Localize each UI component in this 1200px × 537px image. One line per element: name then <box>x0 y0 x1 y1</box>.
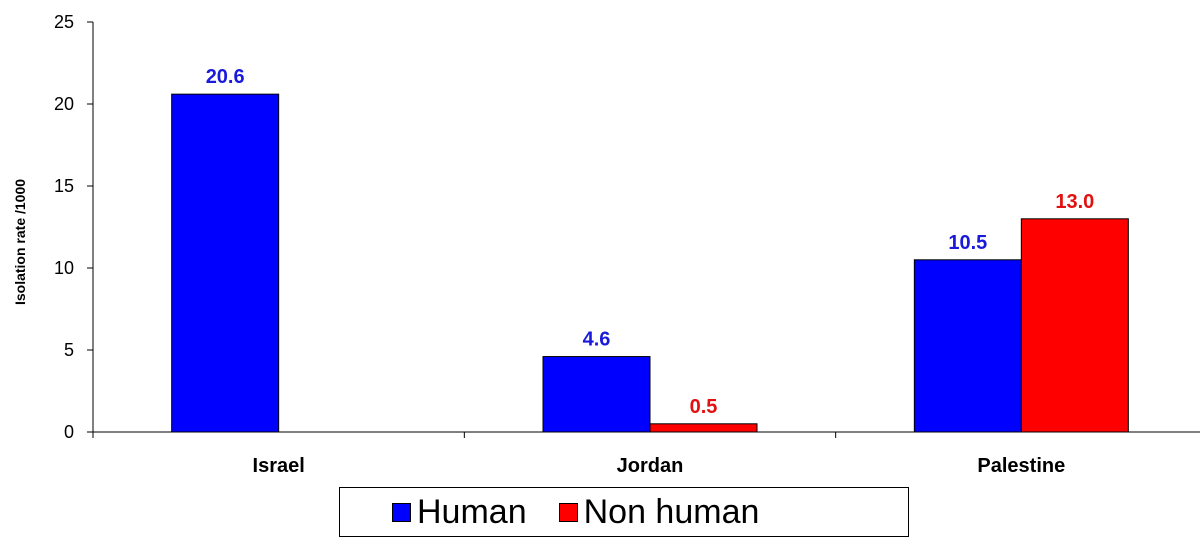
data-labels: 20.6 4.6 0.5 10.5 13.0 <box>206 66 1095 418</box>
data-label: 0.5 <box>690 396 718 418</box>
legend-item-non-human: Non human <box>558 493 760 531</box>
y-tick-label: 5 <box>64 340 74 360</box>
bar-human-israel <box>171 93 280 433</box>
category-label-jordan: Jordan <box>617 455 684 477</box>
y-tick-label: 15 <box>54 176 74 196</box>
y-tick-label: 25 <box>54 12 74 32</box>
data-label: 4.6 <box>583 329 611 351</box>
bars <box>171 93 1129 433</box>
category-label-palestine: Palestine <box>977 455 1065 477</box>
legend-swatch-non-human <box>558 502 578 522</box>
legend: Human Non human <box>339 487 909 537</box>
y-tick-label: 0 <box>64 422 74 442</box>
y-tick-label: 10 <box>54 258 74 278</box>
category-labels: Israel Jordan Palestine <box>253 455 1066 477</box>
category-label-israel: Israel <box>253 455 305 477</box>
y-ticks: 0 5 10 15 20 25 <box>54 12 837 442</box>
legend-swatch-human <box>392 502 411 522</box>
legend-item-human: Human <box>392 495 527 529</box>
bar-chart: 0 5 10 15 20 25 20.6 4.6 0.5 10.5 13.0 Israel Jord… <box>12 12 1200 477</box>
chart-root: 0 5 10 15 20 25 20.6 4.6 0.5 10.5 13.0 Israel Jord… <box>12 12 1200 537</box>
data-label: 20.6 <box>206 66 245 88</box>
data-label: 13.0 <box>1055 191 1094 213</box>
bar-human-palestine <box>913 259 1022 433</box>
bar-non-human-palestine <box>1020 218 1129 433</box>
y-axis-label: Isolation rate /1000 <box>12 179 28 305</box>
bar-human-jordan <box>542 356 651 433</box>
bar-non-human-jordan <box>649 423 758 433</box>
legend-label-non-human: Non human <box>583 493 760 531</box>
data-label: 10.5 <box>948 232 987 254</box>
legend-label-human: Human <box>417 493 527 531</box>
y-tick-label: 20 <box>54 94 74 114</box>
